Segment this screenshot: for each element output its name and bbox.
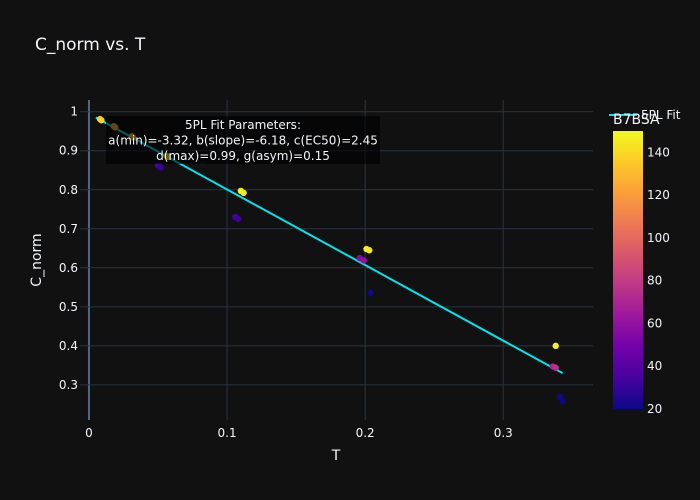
- annotation-box: [106, 116, 380, 164]
- x-tick-label: 0.3: [494, 426, 513, 440]
- colorbar-tick-label: 80: [647, 274, 662, 288]
- x-tick-label: 0: [85, 426, 93, 440]
- y-tick-label: 0.7: [59, 222, 78, 236]
- x-tick-label: 0.2: [356, 426, 375, 440]
- data-point: [157, 164, 164, 171]
- colorbar-tick-label: 140: [647, 145, 670, 159]
- y-tick-label: 0.9: [59, 144, 78, 158]
- annotation-line: 5PL Fit Parameters:: [185, 118, 301, 132]
- data-point: [240, 189, 247, 197]
- colorbar-tick-label: 20: [647, 402, 662, 416]
- data-point: [360, 257, 367, 264]
- data-point: [98, 117, 105, 124]
- colorbar-tick-label: 100: [647, 231, 670, 245]
- data-point: [552, 364, 559, 371]
- fit-annotation: 5PL Fit Parameters: a(min)=-3.32, b(slope…: [106, 116, 380, 164]
- data-point: [234, 215, 242, 223]
- chart-title: C_norm vs. T: [35, 35, 146, 55]
- colorbar-tick-label: 60: [647, 316, 662, 330]
- annotation-line: d(max)=0.99, g(asym)=0.15: [156, 149, 330, 163]
- data-point: [366, 247, 373, 254]
- data-point: [556, 393, 564, 400]
- colorbar: B7BSA 20 40 60 80 100 120 140: [613, 112, 670, 416]
- y-tick-label: 0.8: [59, 183, 78, 197]
- x-axis-title: T: [331, 448, 341, 464]
- colorbar-tick-label: 120: [647, 188, 670, 202]
- colorbar-title: B7BSA: [613, 112, 660, 128]
- colorbar-scale: [613, 131, 643, 409]
- y-tick-label: 0.4: [59, 339, 78, 353]
- y-tick-label: 0.5: [59, 300, 78, 314]
- y-axis-title: C_norm: [29, 233, 45, 286]
- y-tick-label: 0.6: [59, 261, 78, 275]
- y-tick-label: 0.3: [59, 378, 78, 392]
- legend-label-fit: 5PL Fit: [641, 108, 681, 122]
- data-point: [552, 342, 559, 350]
- legend[interactable]: 5PL Fit: [609, 108, 681, 122]
- x-tick-label: 0.1: [218, 426, 237, 440]
- data-point: [559, 398, 566, 405]
- data-point: [367, 289, 374, 296]
- annotation-line: a(min)=-3.32, b(slope)=-6.18, c(EC50)=2.…: [108, 134, 378, 148]
- axis-ticks: 0 0.1 0.2 0.3 0.3 0.4 0.5 0.6 0.7 0.8 0.9 1: [59, 105, 513, 440]
- y-tick-label: 1: [70, 105, 78, 119]
- colorbar-tick-label: 40: [647, 359, 662, 373]
